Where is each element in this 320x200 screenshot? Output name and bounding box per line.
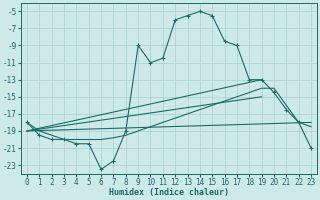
X-axis label: Humidex (Indice chaleur): Humidex (Indice chaleur) — [109, 188, 229, 197]
